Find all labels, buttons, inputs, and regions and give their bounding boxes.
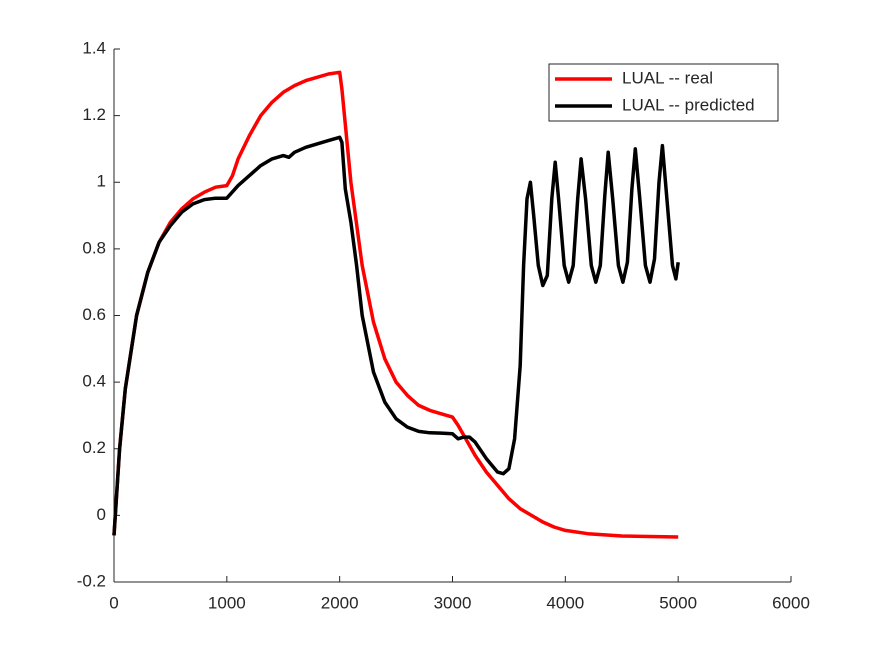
y-tick-label: 0.6	[82, 305, 106, 324]
y-tick-label: 1.4	[82, 38, 106, 57]
y-tick-label: 0	[97, 505, 106, 524]
y-tick-label: 0.4	[82, 372, 106, 391]
y-tick-label: 1.2	[82, 105, 106, 124]
y-tick-label: 1	[97, 172, 106, 191]
data-line	[112, 135, 680, 536]
legend-label: LUAL -- real	[622, 68, 713, 87]
y-tick-label: 0.8	[82, 238, 106, 257]
x-tick-label: 3000	[434, 593, 472, 612]
x-tick-label: 0	[109, 593, 118, 612]
data-line	[112, 70, 679, 539]
y-tick-label: -0.2	[77, 571, 106, 590]
x-tick-label: 4000	[546, 593, 584, 612]
x-tick-label: 2000	[321, 593, 359, 612]
x-tick-label: 1000	[208, 593, 246, 612]
x-tick-label: 5000	[659, 593, 697, 612]
y-tick-label: 0.2	[82, 438, 106, 457]
legend-label: LUAL -- predicted	[622, 95, 755, 114]
legend-box	[548, 63, 779, 122]
x-tick-label: 6000	[772, 593, 810, 612]
